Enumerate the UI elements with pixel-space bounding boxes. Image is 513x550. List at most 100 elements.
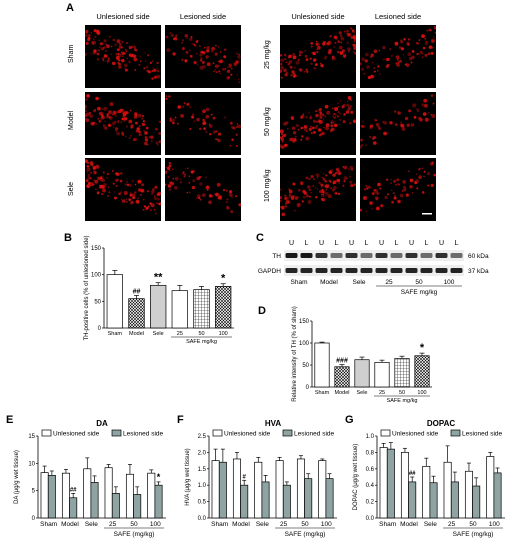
band [300, 268, 313, 273]
micrograph-r2-c0 [85, 158, 161, 221]
bar-unlesioned-50 [464, 470, 473, 519]
bar-unlesioned-Sham [211, 460, 220, 519]
y-tick-label: 2.5 [198, 434, 207, 440]
panel-g-label: G [345, 414, 354, 426]
y-tick-label: 0 [306, 385, 310, 391]
legend-label-unlesioned: Unlesioned side [392, 431, 439, 438]
band [420, 268, 433, 273]
y-axis-label: TH-positive cells (% of unlesioned side) [84, 235, 90, 340]
bar-lesioned-Model [240, 484, 249, 519]
bar-lesioned-50 [133, 494, 142, 519]
header-1: Lesioned side [179, 12, 227, 21]
significance-mark: ** [154, 272, 163, 284]
row-label-right-0: 25 mg/kg [264, 40, 271, 69]
bar-lesioned-25 [450, 481, 459, 519]
significance-mark: ### [336, 358, 348, 365]
legend-label-unlesioned: Unlesioned side [53, 431, 100, 438]
row-label-right-1: 50 mg/kg [264, 107, 271, 136]
significance-mark: * [420, 342, 425, 354]
bar-50 [193, 289, 210, 329]
lane-label: L [365, 240, 369, 247]
x-tick-label: 25 [109, 521, 117, 528]
significance-mark: * [157, 472, 161, 482]
blot-group-label: 50 [415, 279, 423, 286]
group-label: SAFE (mg/kg) [453, 531, 494, 538]
x-tick-label: 50 [198, 331, 204, 337]
y-axis-label: HVA (μg/g wet tissue) [185, 448, 191, 505]
bar-unlesioned-Sele [422, 465, 431, 519]
lane-label: L [425, 240, 429, 247]
blot-strip-TH [284, 250, 464, 261]
lane-label: L [305, 240, 309, 247]
legend-label-lesioned: Lesioned side [462, 431, 502, 438]
micrograph-r1-c0 [85, 92, 161, 155]
panel-a-label: A [66, 2, 74, 14]
y-tick-label: 5 [32, 489, 36, 495]
micrograph-r0-c2 [280, 25, 356, 88]
blot-group-label: Sham [291, 279, 308, 286]
y-axis-label: Relative intensity of TH (% of sham) [292, 306, 298, 402]
x-tick-label: Sham [379, 521, 396, 528]
y-tick-label: 0.6 [366, 467, 375, 473]
y-tick-label: 50 [302, 363, 309, 369]
bar-50 [394, 358, 410, 388]
band [360, 268, 373, 273]
group-label: SAFE (mg/kg) [285, 531, 326, 538]
band [375, 253, 388, 258]
significance-mark: * [221, 273, 226, 285]
micrograph-r0-c1 [165, 25, 241, 88]
bar-unlesioned-Model [232, 458, 241, 519]
lane-label: L [335, 240, 339, 247]
bar-lesioned-100 [493, 472, 502, 519]
band [330, 268, 343, 273]
x-tick-label: 25 [177, 331, 183, 337]
x-tick-label: 50 [469, 521, 477, 528]
y-tick-label: 0.0 [366, 516, 375, 522]
x-tick-label: 50 [301, 521, 309, 528]
blot-group-label: Sele [352, 279, 365, 286]
lane-label: L [455, 240, 459, 247]
x-tick-label: Sham [40, 521, 57, 528]
blot-kda: 37 kDa [468, 268, 489, 275]
y-tick-label: 0 [98, 326, 102, 332]
significance-mark: ## [133, 288, 141, 295]
micrograph-r1-c2 [280, 92, 356, 155]
bar-Model [128, 298, 145, 329]
bar-lesioned-Sele [429, 482, 438, 519]
bar-unlesioned-50 [296, 458, 305, 519]
bar-Sele [150, 284, 167, 329]
group-label: SAFE mg/kg [186, 339, 217, 345]
bar-lesioned-Sham [47, 475, 56, 519]
blot-group-label: 25 [385, 279, 393, 286]
legend-swatch-unlesioned [41, 429, 52, 437]
y-axis-label: DA (μg/g wet tissue) [14, 450, 20, 504]
micrograph-r1-c3 [360, 92, 436, 155]
bar-unlesioned-Sham [379, 447, 388, 519]
band [360, 253, 373, 258]
band [390, 268, 403, 273]
x-tick-label: Sele [356, 390, 367, 396]
bar-lesioned-50 [304, 478, 313, 519]
x-tick-label: 50 [130, 521, 138, 528]
bar-Sham [314, 342, 330, 388]
bar-unlesioned-100 [147, 472, 156, 519]
y-tick-label: 1.0 [366, 434, 375, 440]
x-tick-label: 25 [448, 521, 456, 528]
micrograph-r2-c1 [165, 158, 241, 221]
y-tick-label: 0.5 [198, 500, 207, 506]
bar-unlesioned-Model [400, 452, 409, 519]
y-tick-label: 0.0 [198, 516, 207, 522]
blot-group-label: 100 [444, 279, 455, 286]
bar-unlesioned-Model [61, 472, 70, 519]
band [285, 253, 298, 258]
band [285, 268, 298, 273]
chart-e: DA Unlesioned side Lesioned side 0 5 10 15 DA (… [14, 419, 166, 538]
x-tick-label: 25 [379, 390, 385, 396]
bar-lesioned-Sham [218, 461, 227, 519]
legend-swatch-lesioned [282, 429, 293, 437]
y-tick-label: 1.5 [198, 467, 207, 473]
blot-strip-GAPDH [284, 265, 464, 276]
significance-mark: ## [409, 471, 416, 477]
bar-unlesioned-25 [275, 460, 284, 519]
